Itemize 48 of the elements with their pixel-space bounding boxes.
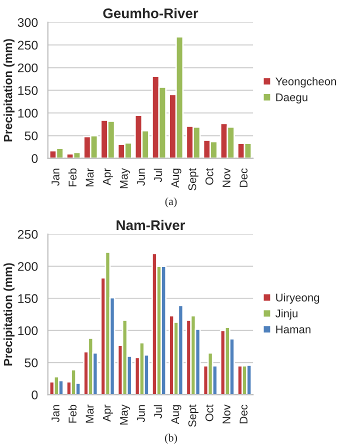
x-tick-label: Jan (52, 405, 60, 422)
text: (b) (165, 434, 177, 444)
x-tick-label: Sept (188, 404, 198, 427)
legend-label: Daegu (276, 94, 308, 104)
x-tick-label: Feb (68, 168, 77, 186)
chart-title: Nam-River (116, 220, 186, 230)
x-tick-label: May (120, 404, 130, 425)
y-tick-label: 50 (24, 358, 38, 368)
y-tick-label: 50 (24, 131, 38, 140)
x-tick-label: Mar (86, 404, 94, 423)
x-tick-label: Jan (52, 168, 60, 186)
text: (a) (165, 197, 177, 208)
y-axis-title: Precipitation (mm) (4, 263, 15, 366)
y-tick-label: 150 (18, 294, 38, 304)
y-tick-label: 150 (18, 86, 38, 95)
x-tick-label: Aug (171, 405, 182, 424)
y-tick-label: 100 (18, 108, 38, 118)
y-tick-label: 100 (18, 326, 38, 336)
x-tick-label: Oct (205, 168, 214, 185)
y-axis-title: Precipitation (mm) (4, 39, 15, 142)
x-tick-label: Sept (188, 168, 198, 190)
x-tick-label: Feb (68, 404, 77, 423)
legend-label: Jinju (275, 309, 298, 320)
y-tick-label: 200 (18, 63, 38, 72)
x-tick-label: Dec (240, 168, 248, 187)
y-tick-label: 0 (32, 154, 38, 163)
y-tick-label: 200 (18, 262, 38, 271)
y-tick-label: 0 (32, 390, 38, 400)
x-tick-label: May (120, 168, 130, 188)
y-tick-label: 250 (18, 40, 38, 50)
legend-label: Yeongcheon (276, 77, 336, 88)
x-tick-label: Nov (222, 404, 230, 424)
legend-label: Uiryeong (276, 293, 320, 304)
x-tick-label: Oct (205, 404, 214, 422)
x-tick-label: Jul (154, 168, 162, 182)
x-tick-label: Apr (102, 404, 113, 422)
y-tick-label: 300 (18, 18, 38, 27)
x-tick-label: Dec (240, 404, 248, 424)
x-tick-label: Jul (154, 405, 162, 418)
x-tick-label: Mar (86, 168, 94, 186)
y-tick-label: 250 (18, 230, 38, 239)
x-tick-label: Jun (137, 405, 145, 422)
x-tick-label: Nov (222, 168, 230, 187)
x-tick-label: Apr (102, 168, 113, 186)
x-tick-label: Jun (137, 168, 145, 186)
x-tick-label: Aug (171, 168, 182, 188)
legend-label: Haman (276, 326, 310, 334)
chart-title: Geumho-River (103, 8, 198, 18)
